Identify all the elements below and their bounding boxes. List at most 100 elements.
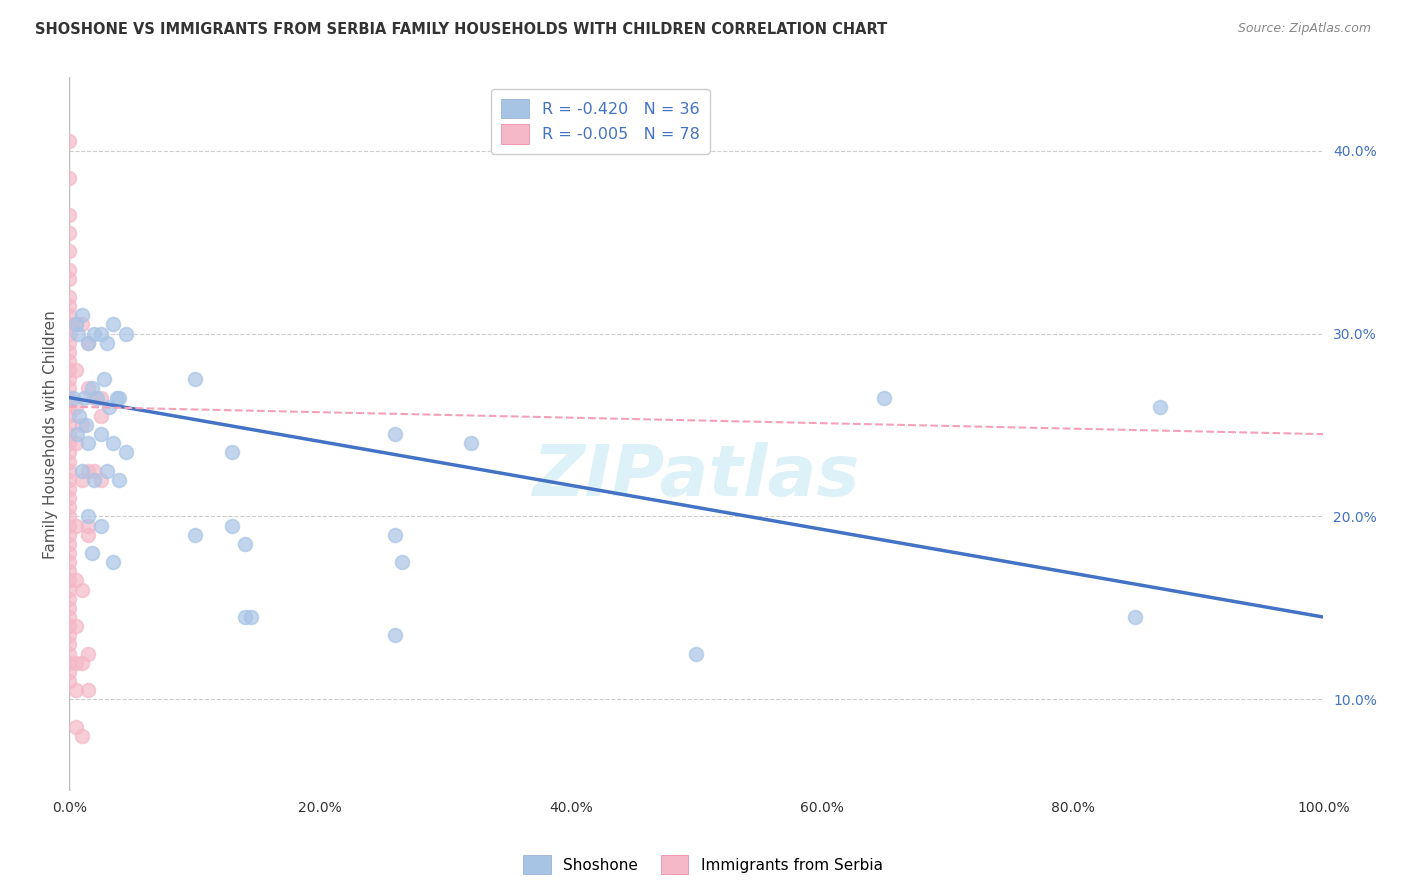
Point: [77, 509, 100, 524]
Point: [58, 619, 80, 633]
Point: [83, 464, 105, 478]
Point: [1123, 610, 1146, 624]
Point: [75, 417, 97, 432]
Point: [58, 454, 80, 468]
Point: [65, 720, 87, 734]
Point: [58, 445, 80, 459]
Point: [65, 683, 87, 698]
Point: [221, 445, 243, 459]
Point: [58, 574, 80, 588]
Point: [58, 546, 80, 560]
Point: [101, 318, 124, 332]
Point: [58, 674, 80, 689]
Point: [384, 427, 406, 442]
Point: [58, 290, 80, 304]
Point: [77, 335, 100, 350]
Point: [65, 318, 87, 332]
Point: [384, 628, 406, 642]
Point: [58, 565, 80, 579]
Point: [66, 427, 89, 442]
Point: [58, 482, 80, 496]
Point: [58, 628, 80, 642]
Point: [77, 335, 100, 350]
Point: [240, 610, 263, 624]
Point: [101, 555, 124, 569]
Point: [80, 546, 103, 560]
Point: [98, 400, 121, 414]
Point: [90, 409, 112, 423]
Point: [1149, 400, 1171, 414]
Point: [70, 582, 93, 597]
Point: [391, 555, 413, 569]
Point: [58, 409, 80, 423]
Point: [96, 335, 118, 350]
Point: [58, 500, 80, 515]
Point: [108, 473, 131, 487]
Point: [77, 381, 100, 395]
Point: [58, 363, 80, 377]
Point: [58, 464, 80, 478]
Text: Source: ZipAtlas.com: Source: ZipAtlas.com: [1237, 22, 1371, 36]
Point: [70, 318, 93, 332]
Point: [77, 436, 100, 450]
Text: SHOSHONE VS IMMIGRANTS FROM SERBIA FAMILY HOUSEHOLDS WITH CHILDREN CORRELATION C: SHOSHONE VS IMMIGRANTS FROM SERBIA FAMIL…: [35, 22, 887, 37]
Point: [67, 409, 90, 423]
Point: [77, 683, 100, 698]
Point: [77, 464, 100, 478]
Point: [460, 436, 482, 450]
Point: [873, 391, 896, 405]
Point: [66, 326, 89, 341]
Text: ZIPatlas: ZIPatlas: [533, 442, 860, 511]
Point: [65, 363, 87, 377]
Point: [58, 582, 80, 597]
Point: [65, 400, 87, 414]
Point: [93, 372, 115, 386]
Point: [58, 354, 80, 368]
Point: [58, 509, 80, 524]
Point: [70, 729, 93, 743]
Point: [90, 427, 112, 442]
Point: [58, 427, 80, 442]
Point: [70, 656, 93, 670]
Point: [65, 656, 87, 670]
Point: [77, 518, 100, 533]
Point: [101, 436, 124, 450]
Point: [58, 665, 80, 679]
Point: [108, 391, 131, 405]
Point: [58, 601, 80, 615]
Point: [58, 400, 80, 414]
Point: [183, 372, 205, 386]
Point: [58, 335, 80, 350]
Point: [58, 591, 80, 606]
Point: [80, 381, 103, 395]
Point: [233, 537, 256, 551]
Legend: R = -0.420   N = 36, R = -0.005   N = 78: R = -0.420 N = 36, R = -0.005 N = 78: [491, 89, 710, 153]
Point: [70, 464, 93, 478]
Point: [58, 244, 80, 259]
Point: [65, 574, 87, 588]
Point: [221, 518, 243, 533]
Point: [77, 527, 100, 541]
Point: [58, 638, 80, 652]
Point: [58, 656, 80, 670]
Point: [58, 610, 80, 624]
Point: [58, 135, 80, 149]
Point: [58, 208, 80, 222]
Point: [58, 326, 80, 341]
Point: [65, 318, 87, 332]
Point: [384, 527, 406, 541]
Legend: Shoshone, Immigrants from Serbia: Shoshone, Immigrants from Serbia: [517, 849, 889, 880]
Point: [83, 391, 105, 405]
Point: [96, 464, 118, 478]
Point: [58, 647, 80, 661]
Point: [90, 326, 112, 341]
Point: [685, 647, 707, 661]
Point: [65, 619, 87, 633]
Point: [70, 417, 93, 432]
Point: [58, 537, 80, 551]
Point: [114, 445, 136, 459]
Point: [58, 271, 80, 285]
Point: [58, 555, 80, 569]
Point: [58, 417, 80, 432]
Point: [58, 436, 80, 450]
